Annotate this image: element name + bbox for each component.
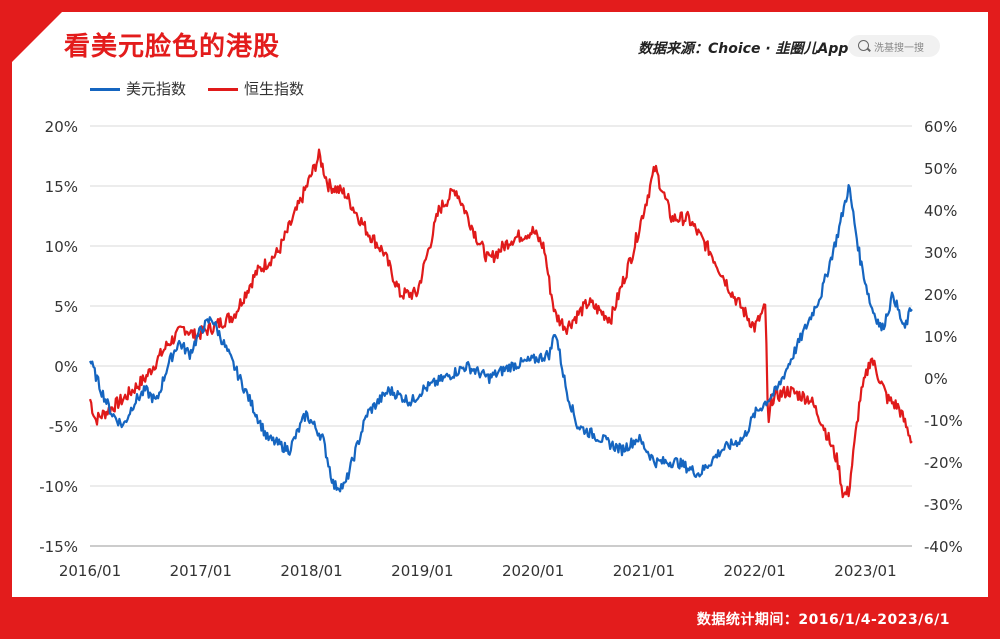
- corner-decoration: [0, 0, 74, 74]
- legend-hsi-label: 恒生指数: [244, 80, 305, 98]
- chart-panel: [12, 12, 988, 597]
- y-left-tick-label: 20%: [45, 118, 78, 136]
- legend-usd-swatch: [90, 88, 120, 91]
- x-tick-label: 2020/01: [502, 562, 564, 580]
- y-right-tick-label: 20%: [924, 286, 957, 304]
- y-right-tick-label: 60%: [924, 118, 957, 136]
- y-right-tick-label: 0%: [924, 370, 948, 388]
- y-left-tick-label: 0%: [54, 358, 78, 376]
- legend-usd: 美元指数: [90, 78, 186, 99]
- x-tick-label: 2018/01: [280, 562, 342, 580]
- legend-usd-label: 美元指数: [126, 80, 187, 98]
- y-right-tick-label: -20%: [924, 454, 963, 472]
- legend-hsi-swatch: [208, 88, 238, 91]
- x-tick-label: 2023/01: [834, 562, 896, 580]
- search-box[interactable]: 洗基搜一搜: [848, 35, 940, 57]
- y-right-tick-label: -40%: [924, 538, 963, 556]
- x-tick-label: 2017/01: [170, 562, 232, 580]
- x-tick-label: 2022/01: [724, 562, 786, 580]
- series-line-hsi: [88, 148, 913, 499]
- x-tick-label: 2019/01: [391, 562, 453, 580]
- y-left-tick-label: -10%: [39, 478, 78, 496]
- y-left-tick-label: 15%: [45, 178, 78, 196]
- y-left-tick-label: 5%: [54, 298, 78, 316]
- y-right-tick-label: 10%: [924, 328, 957, 346]
- legend-hsi: 恒生指数: [208, 78, 304, 99]
- x-tick-label: 2021/01: [613, 562, 675, 580]
- y-right-tick-label: 40%: [924, 202, 957, 220]
- search-placeholder: 洗基搜一搜: [874, 43, 924, 54]
- y-right-tick-label: -30%: [924, 496, 963, 514]
- y-left-tick-label: 10%: [45, 238, 78, 256]
- data-source: 数据来源：Choice · 韭圈儿App: [638, 41, 849, 57]
- y-left-tick-label: -15%: [39, 538, 78, 556]
- search-icon: [858, 40, 869, 51]
- series-line-usd: [89, 184, 913, 493]
- x-tick-label: 2016/01: [59, 562, 121, 580]
- page-title: 看美元脸色的港股: [64, 32, 281, 62]
- y-right-tick-label: -10%: [924, 412, 963, 430]
- y-right-tick-label: 50%: [924, 160, 957, 178]
- y-right-tick-label: 30%: [924, 244, 957, 262]
- y-left-tick-label: -5%: [49, 418, 78, 436]
- footer-note: 数据统计期间：2016/1/4-2023/6/1: [696, 612, 950, 628]
